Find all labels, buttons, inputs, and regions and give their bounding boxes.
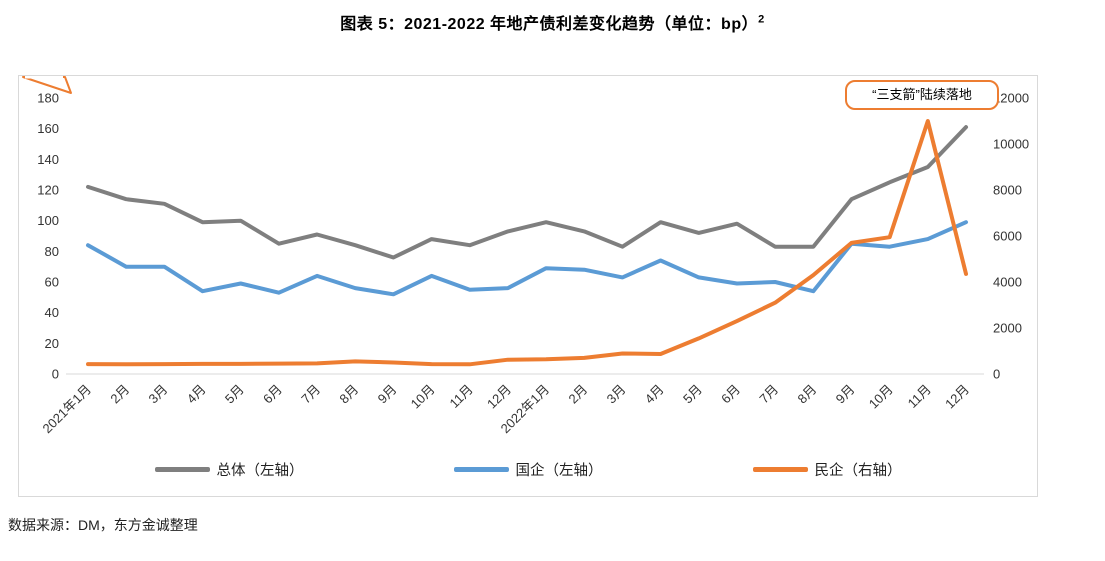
x-axis-label: 8月: [336, 382, 361, 407]
left-axis-ticks: 0 20 40 60 80 100 120 140 160 180: [37, 91, 59, 382]
x-axis-label: 5月: [222, 382, 247, 407]
left-axis-tick: 100: [37, 213, 59, 228]
legend-item-soe: 国企（左轴）: [453, 459, 603, 480]
chart-canvas: 0 20 40 60 80 100 120 140 160 180 0 2000 4000 6000 800…: [37, 91, 1029, 437]
left-axis-tick: 160: [37, 121, 59, 136]
right-axis-tick: 6000: [993, 229, 1022, 244]
legend: 总体（左轴） 国企（左轴） 民企（右轴）: [19, 459, 1037, 480]
x-axis-label: 2021年1月: [40, 382, 95, 437]
series-line-poe: [86, 119, 968, 367]
left-axis-tick: 40: [45, 305, 59, 320]
legend-label-total: 总体（左轴）: [216, 463, 304, 479]
legend-item-total: 总体（左轴）: [154, 459, 304, 480]
legend-swatch-soe-icon: [453, 467, 509, 472]
left-axis-tick: 20: [45, 336, 59, 351]
left-axis-tick: 120: [37, 183, 59, 198]
x-axis-label: 10月: [866, 382, 896, 412]
left-axis-tick: 140: [37, 152, 59, 167]
x-axis-label: 7月: [298, 382, 323, 407]
x-axis-label: 12月: [942, 382, 972, 412]
right-axis-tick: 10000: [993, 137, 1029, 152]
legend-label-soe: 国企（左轴）: [515, 463, 603, 479]
left-axis-tick: 80: [45, 244, 59, 259]
x-axis-label: 3月: [604, 382, 629, 407]
annotation-text: “三支箭”陆续落地: [872, 87, 972, 102]
x-axis-label: 11月: [905, 382, 934, 411]
x-axis-label: 8月: [795, 382, 820, 407]
left-axis-tick: 0: [52, 367, 59, 382]
title-footnote-marker: 2: [758, 13, 765, 26]
x-axis-label: 2月: [565, 382, 590, 407]
x-axis-label: 6月: [718, 382, 743, 407]
x-axis-label: 3月: [146, 382, 171, 407]
left-axis-tick: 60: [45, 275, 59, 290]
annotation-tail-icon: [22, 76, 72, 94]
x-axis-label: 7月: [756, 382, 781, 407]
page-title: 图表 5：2021-2022 年地产债利差变化趋势（单位：bp）2: [0, 10, 1105, 34]
x-axis-label: 4月: [184, 382, 209, 407]
legend-label-poe: 民企（右轴）: [814, 463, 902, 479]
annotation-callout: “三支箭”陆续落地: [845, 80, 999, 110]
x-axis-label: 6月: [260, 382, 285, 407]
x-axis-label: 5月: [680, 382, 705, 407]
x-axis-label: 9月: [375, 382, 400, 407]
right-axis-tick: 0: [993, 367, 1000, 382]
page-title-text: 图表 5：2021-2022 年地产债利差变化趋势（单位：bp）: [340, 16, 759, 33]
right-axis-tick: 2000: [993, 321, 1022, 336]
series-line-soe: [86, 220, 968, 297]
legend-swatch-total-icon: [154, 467, 210, 472]
x-axis-label: 9月: [833, 382, 858, 407]
left-axis-tick: 180: [37, 91, 59, 106]
x-axis-label: 11月: [447, 382, 476, 411]
right-axis-tick: 12000: [993, 91, 1029, 106]
right-axis-tick: 4000: [993, 275, 1022, 290]
right-axis-tick: 8000: [993, 183, 1022, 198]
x-axis-label: 12月: [484, 382, 514, 412]
series-line-total: [86, 125, 968, 260]
x-axis-label: 4月: [642, 382, 667, 407]
source-note: 数据来源：DM，东方金诚整理: [8, 517, 198, 533]
right-axis-ticks: 0 2000 4000 6000 8000 10000 12000: [993, 91, 1029, 382]
chart-frame: 0 20 40 60 80 100 120 140 160 180 0 2000 4000 6000 800…: [18, 75, 1038, 497]
x-axis-label: 10月: [408, 382, 438, 412]
legend-swatch-poe-icon: [752, 467, 808, 472]
x-axis-label: 2月: [107, 382, 132, 407]
legend-item-poe: 民企（右轴）: [752, 459, 902, 480]
